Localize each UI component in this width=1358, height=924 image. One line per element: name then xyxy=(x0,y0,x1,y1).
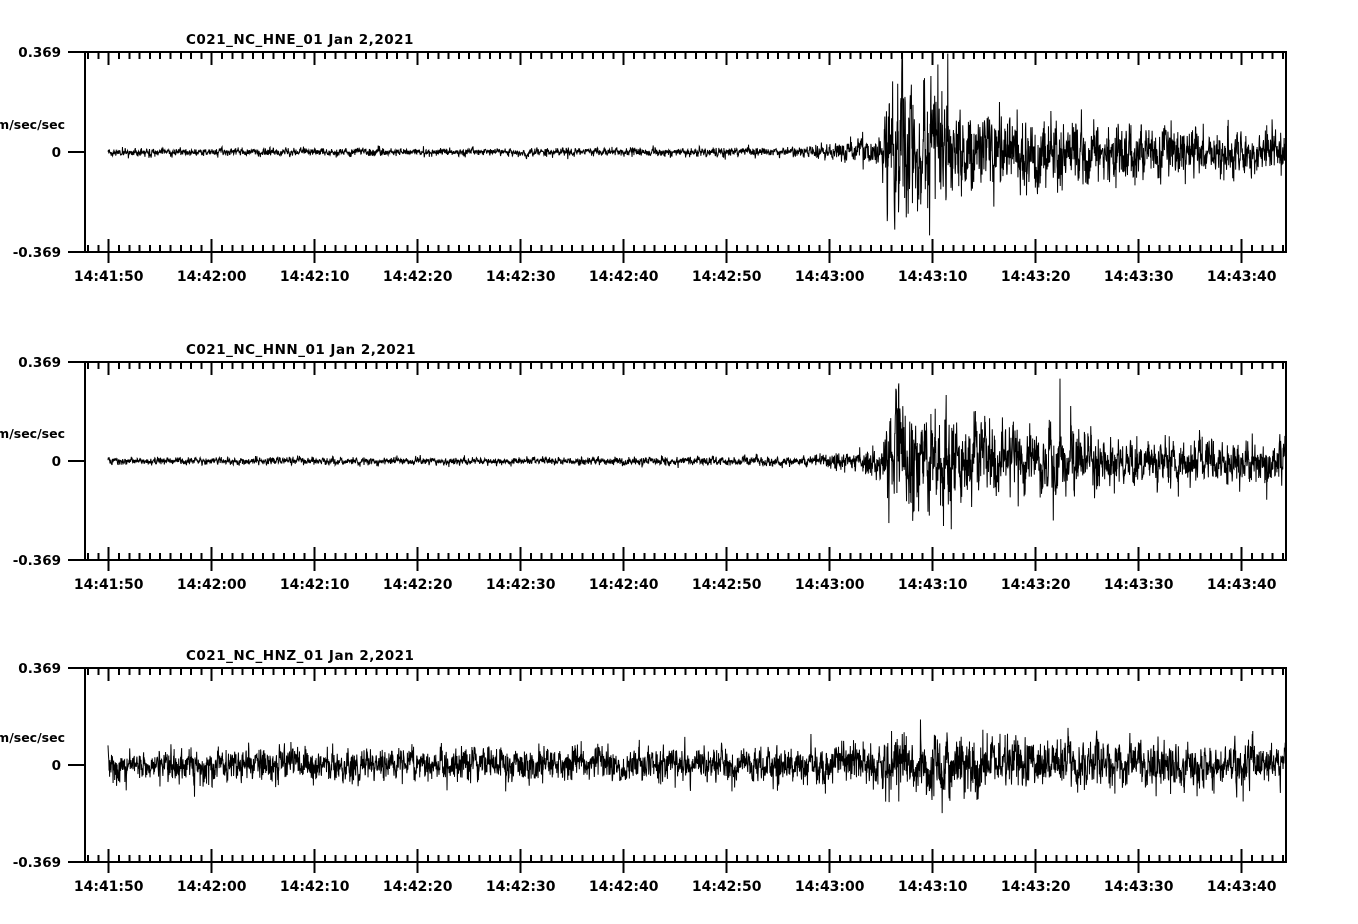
x-axis-tick-label: 14:42:10 xyxy=(280,269,350,285)
x-axis-tick-label: 14:43:20 xyxy=(1001,879,1071,895)
x-axis-tick-label: 14:41:50 xyxy=(74,879,144,895)
x-axis-tick-label: 14:42:30 xyxy=(486,879,556,895)
x-axis-tick-label: 14:43:10 xyxy=(898,269,968,285)
x-axis-tick-labels: 14:41:50 14:42:00 14:42:10 14:42:20 14:42:30… xyxy=(74,879,1277,895)
y-axis-ticks xyxy=(68,667,85,863)
plot-frame xyxy=(84,361,1287,561)
y-axis-ticks xyxy=(68,361,85,561)
waveform-trace xyxy=(108,54,1286,236)
x-axis-tick-label: 14:42:40 xyxy=(589,269,659,285)
x-axis-tick-label: 14:42:10 xyxy=(280,577,350,593)
x-axis-tick-label: 14:43:00 xyxy=(795,269,865,285)
y-axis-min-label: -0.369 xyxy=(13,245,61,261)
x-axis-tick-label: 14:43:30 xyxy=(1104,269,1174,285)
plot-frame xyxy=(84,667,1287,863)
x-axis-tick-label: 14:43:30 xyxy=(1104,879,1174,895)
x-axis-tick-label: 14:43:40 xyxy=(1207,879,1277,895)
x-axis-tick-label: 14:42:00 xyxy=(177,879,247,895)
y-axis-unit-label: cm/sec/sec xyxy=(0,730,65,745)
y-axis-zero-label: 0 xyxy=(52,454,61,470)
x-axis-tick-label: 14:43:40 xyxy=(1207,269,1277,285)
panel-title: C021_NC_HNE_01 Jan 2,2021 xyxy=(186,32,414,48)
x-axis-tick-label: 14:43:40 xyxy=(1207,577,1277,593)
y-axis-max-label: 0.369 xyxy=(18,355,61,371)
x-axis-tick-labels: 14:41:50 14:42:00 14:42:10 14:42:20 14:42:30… xyxy=(74,269,1277,285)
x-axis-tick-label: 14:43:10 xyxy=(898,879,968,895)
x-axis-tick-label: 14:43:30 xyxy=(1104,577,1174,593)
x-axis-tick-label: 14:43:00 xyxy=(795,879,865,895)
y-axis-zero-label: 0 xyxy=(52,145,61,161)
panel-title: C021_NC_HNZ_01 Jan 2,2021 xyxy=(186,648,414,664)
x-axis-tick-label: 14:43:20 xyxy=(1001,269,1071,285)
x-axis-tick-label: 14:42:20 xyxy=(383,269,453,285)
y-axis-max-label: 0.369 xyxy=(18,661,61,677)
x-axis-ticks xyxy=(87,668,1284,873)
y-axis-min-label: -0.369 xyxy=(13,553,61,569)
x-axis-tick-label: 14:42:50 xyxy=(692,577,762,593)
x-axis-ticks xyxy=(87,362,1284,571)
y-axis-unit-label: cm/sec/sec xyxy=(0,426,65,441)
plot-frame xyxy=(84,51,1287,253)
y-axis-ticks xyxy=(68,51,85,253)
x-axis-tick-label: 14:41:50 xyxy=(74,269,144,285)
x-axis-tick-label: 14:42:20 xyxy=(383,577,453,593)
x-axis-tick-label: 14:42:00 xyxy=(177,577,247,593)
x-axis-tick-label: 14:43:00 xyxy=(795,577,865,593)
waveform-trace xyxy=(108,379,1286,530)
x-axis-tick-label: 14:42:30 xyxy=(486,577,556,593)
x-axis-tick-label: 14:42:50 xyxy=(692,879,762,895)
x-axis-tick-label: 14:42:40 xyxy=(589,577,659,593)
x-axis-tick-label: 14:42:30 xyxy=(486,269,556,285)
x-axis-tick-label: 14:42:40 xyxy=(589,879,659,895)
y-axis-min-label: -0.369 xyxy=(13,855,61,871)
x-axis-tick-label: 14:42:50 xyxy=(692,269,762,285)
waveform-trace xyxy=(108,720,1286,814)
x-axis-tick-label: 14:42:20 xyxy=(383,879,453,895)
x-axis-tick-label: 14:42:10 xyxy=(280,879,350,895)
x-axis-tick-label: 14:41:50 xyxy=(74,577,144,593)
x-axis-ticks xyxy=(87,52,1284,263)
x-axis-tick-label: 14:43:10 xyxy=(898,577,968,593)
x-axis-tick-label: 14:42:00 xyxy=(177,269,247,285)
x-axis-tick-labels: 14:41:50 14:42:00 14:42:10 14:42:20 14:42:30… xyxy=(74,577,1277,593)
y-axis-max-label: 0.369 xyxy=(18,45,61,61)
x-axis-tick-label: 14:43:20 xyxy=(1001,577,1071,593)
y-axis-unit-label: cm/sec/sec xyxy=(0,117,65,132)
y-axis-zero-label: 0 xyxy=(52,758,61,774)
panel-title: C021_NC_HNN_01 Jan 2,2021 xyxy=(186,342,416,358)
